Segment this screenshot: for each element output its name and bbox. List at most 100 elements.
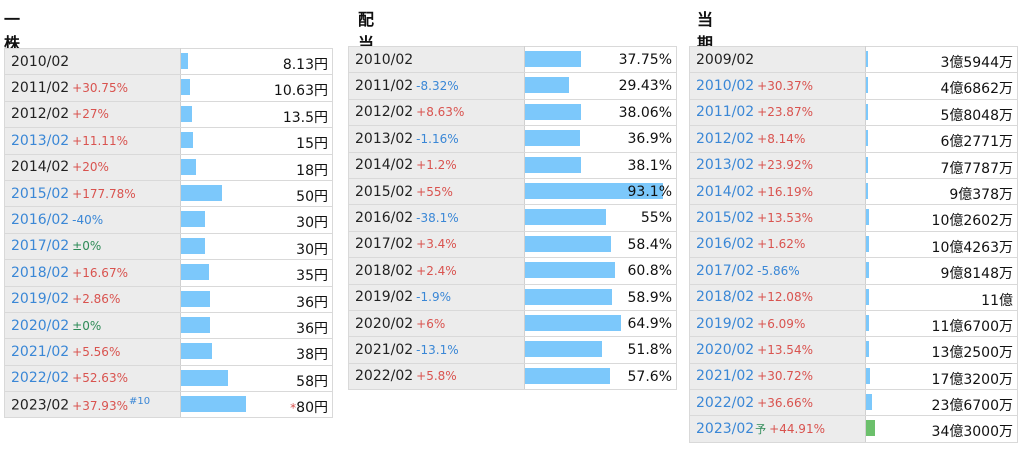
year-label[interactable]: 2016/02 <box>696 236 755 253</box>
value-bar <box>866 314 869 331</box>
table-row: 2018/02 +16.67% 35円 <box>4 259 333 287</box>
change-percent: -1.16% <box>416 131 459 146</box>
change-percent: -40% <box>72 213 104 228</box>
year-label[interactable]: 2023/02 <box>696 421 755 438</box>
value-bar <box>181 132 193 149</box>
value-bar <box>525 235 611 252</box>
year-label[interactable]: 2016/02 <box>11 212 70 229</box>
table-row: 2010/02 +30.37% 4億6862万 <box>689 72 1018 100</box>
value-label: 9億8148万 <box>940 263 1013 283</box>
value-bar <box>866 51 868 67</box>
year-label[interactable]: 2015/02 <box>11 185 70 202</box>
value-cell: 36.9% <box>524 125 677 153</box>
year-label[interactable]: 2018/02 <box>696 289 755 306</box>
change-percent: +13.54% <box>757 342 813 357</box>
year-label[interactable]: 2013/02 <box>696 157 755 174</box>
value-cell: 34億3000万 <box>865 415 1018 443</box>
value-bar <box>866 77 868 94</box>
year-cell: 2017/02 +3.4% <box>348 231 525 259</box>
table-row: 2016/02 -38.1% 55% <box>348 204 677 232</box>
table-row: 2013/02 +11.11% 15円 <box>4 127 333 155</box>
year-label[interactable]: 2013/02 <box>11 132 70 149</box>
forecast-marker: 予 <box>755 423 767 437</box>
value-cell: 9億378万 <box>865 178 1018 206</box>
change-percent: +5.56% <box>72 344 121 359</box>
value-cell: 35円 <box>180 259 333 287</box>
value-text: 51.8% <box>627 342 672 359</box>
table-row: 2020/02 ±0% 36円 <box>4 312 333 340</box>
change-percent: ±0% <box>72 318 102 333</box>
year-cell: 2016/02 -40% <box>4 206 181 234</box>
year-cell: 2017/02 ±0% <box>4 233 181 261</box>
year-label[interactable]: 2019/02 <box>11 291 70 308</box>
year-label[interactable]: 2011/02 <box>696 104 755 121</box>
value-cell: 58.4% <box>524 231 677 259</box>
table-row: 2014/02 +20% 18円 <box>4 154 333 181</box>
year-label: 2009/02 <box>696 51 755 68</box>
value-cell: 4億6862万 <box>865 72 1018 100</box>
footnote-link[interactable]: #10 <box>128 395 151 407</box>
year-label[interactable]: 2015/02 <box>696 210 755 227</box>
year-label: 2017/02 <box>355 236 414 253</box>
change-percent: ±0% <box>72 239 102 254</box>
value-label: 10億2602万 <box>932 210 1013 230</box>
table-row: 2010/02 37.75% <box>348 45 677 74</box>
table-row: 2009/02 3億5944万 <box>689 45 1018 74</box>
value-cell: 93.1% <box>524 178 677 206</box>
value-text: 11億 <box>981 292 1013 309</box>
value-text: 50円 <box>296 188 328 205</box>
table-row: 2016/02 -40% 30円 <box>4 206 333 234</box>
value-bar <box>525 103 581 120</box>
value-label: 64.9% <box>628 316 672 332</box>
table-row: 2023/02 +37.93%#10 *80円 <box>4 391 333 419</box>
year-label[interactable]: 2017/02 <box>11 238 70 255</box>
change-percent: +1.62% <box>757 237 806 252</box>
table-row: 2021/02 +5.56% 38円 <box>4 338 333 366</box>
year-label[interactable]: 2017/02 <box>696 262 755 279</box>
value-text: 64.9% <box>627 315 672 332</box>
change-percent: +44.91% <box>769 422 825 437</box>
change-percent: +6% <box>416 316 446 331</box>
value-bar <box>866 156 868 173</box>
year-label: 2020/02 <box>355 315 414 332</box>
year-label: 2010/02 <box>11 53 70 70</box>
value-text: 60.8% <box>627 263 672 280</box>
value-bar <box>525 209 606 226</box>
year-label[interactable]: 2012/02 <box>696 130 755 147</box>
value-text: 5億8048万 <box>940 107 1013 124</box>
year-label: 2022/02 <box>355 368 414 385</box>
year-label[interactable]: 2022/02 <box>696 394 755 411</box>
value-text: 55% <box>640 210 672 227</box>
year-cell: 2015/02 +55% <box>348 178 525 206</box>
value-bar <box>181 105 192 122</box>
change-percent: +8.14% <box>757 131 806 146</box>
value-bar <box>525 51 581 67</box>
year-label: 2014/02 <box>11 159 70 176</box>
value-bar <box>525 182 663 199</box>
year-label[interactable]: 2021/02 <box>696 368 755 385</box>
year-label[interactable]: 2018/02 <box>11 264 70 281</box>
year-label[interactable]: 2019/02 <box>696 315 755 332</box>
value-text: 37.75% <box>618 52 672 68</box>
value-cell: 51.8% <box>524 336 677 364</box>
value-label: 15円 <box>296 133 328 153</box>
value-label: 38.06% <box>619 105 672 121</box>
year-label[interactable]: 2010/02 <box>696 78 755 95</box>
value-text: 58.4% <box>627 236 672 253</box>
year-label[interactable]: 2020/02 <box>11 317 70 334</box>
net-income-table: 2009/02 3億5944万 2010/02 +30.37% 4億6862万 2011/… <box>689 45 1018 443</box>
table-row: 2017/02 +3.4% 58.4% <box>348 231 677 259</box>
year-label: 2011/02 <box>355 78 414 95</box>
year-cell: 2020/02 +6% <box>348 310 525 338</box>
change-percent: +11.11% <box>72 133 128 148</box>
year-label[interactable]: 2021/02 <box>11 343 70 360</box>
value-bar <box>866 103 868 120</box>
value-label: 6億2771万 <box>940 131 1013 151</box>
year-label[interactable]: 2020/02 <box>696 341 755 358</box>
year-label[interactable]: 2014/02 <box>696 183 755 200</box>
table-row: 2023/02予 +44.91% 34億3000万 <box>689 415 1018 443</box>
year-label[interactable]: 2022/02 <box>11 370 70 387</box>
value-text: 10億4263万 <box>931 239 1013 256</box>
value-label: 55% <box>641 210 672 226</box>
value-bar <box>866 262 869 279</box>
